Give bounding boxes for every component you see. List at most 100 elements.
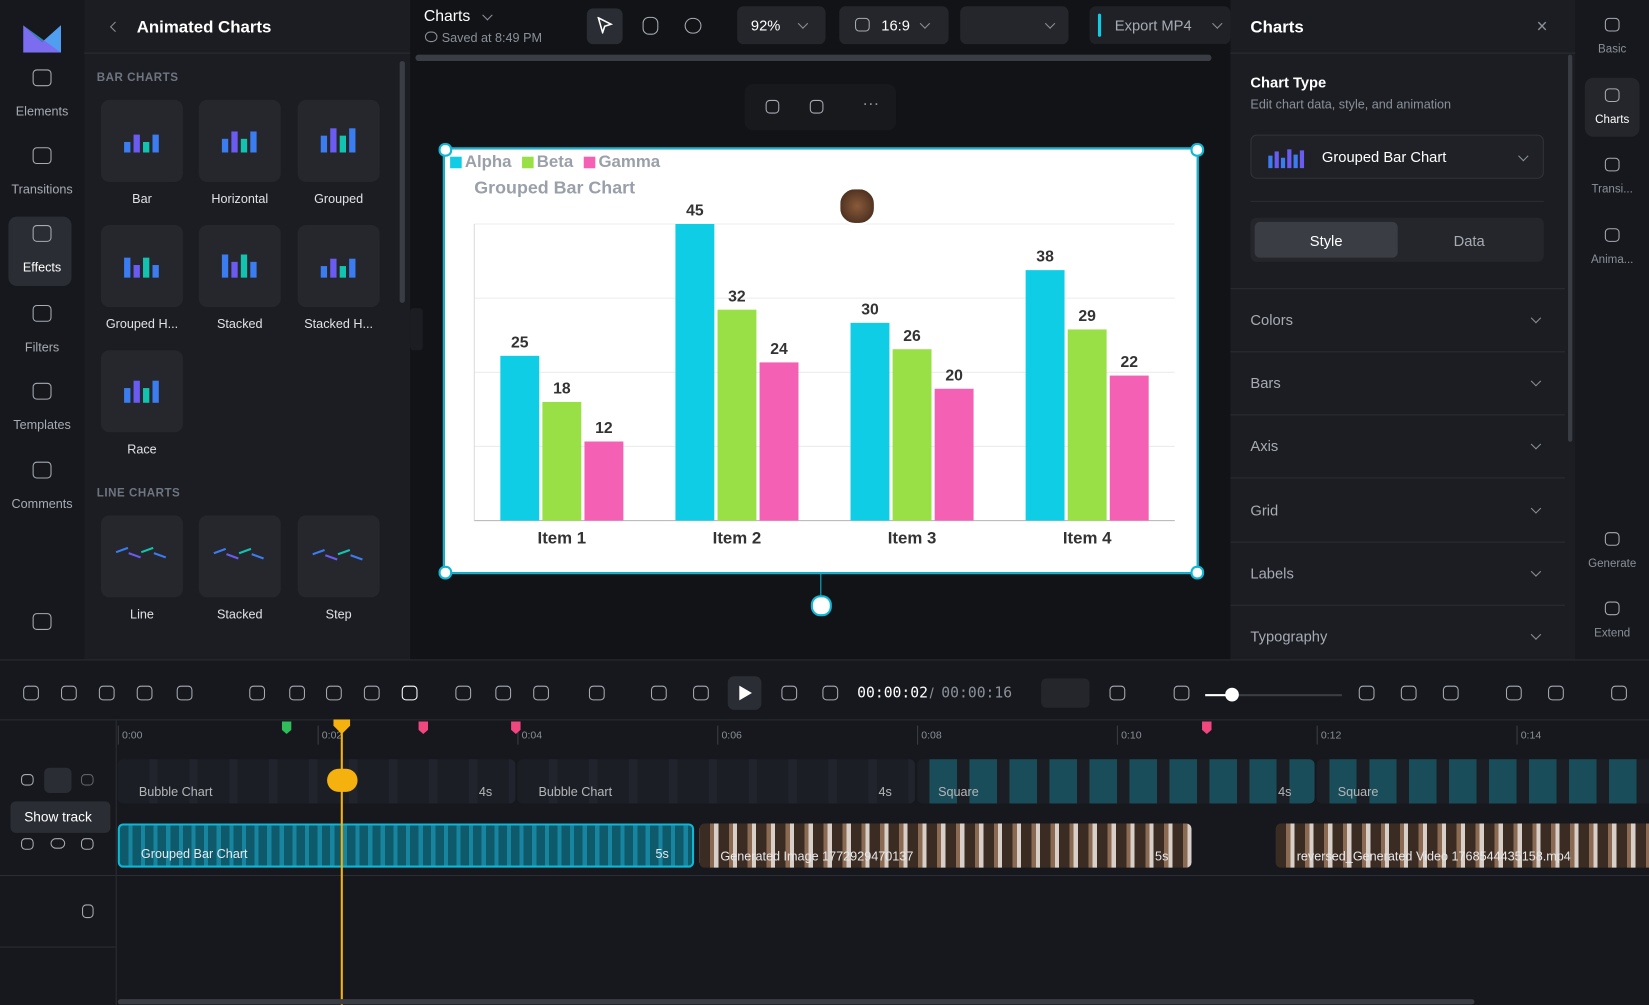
timeline-clip[interactable]: Generated Image 1772929470137 5s xyxy=(699,823,1192,868)
resize-handle[interactable] xyxy=(1190,143,1205,157)
chart-thumb[interactable] xyxy=(100,515,183,598)
timeline-clip[interactable]: Square 4s xyxy=(917,759,1315,804)
timeline-clip[interactable]: Grouped Bar Chart 5s xyxy=(117,823,695,868)
tab[interactable]: Style xyxy=(1309,232,1343,250)
playhead[interactable] xyxy=(340,725,343,1005)
snap-toggle[interactable] xyxy=(1041,678,1090,708)
sidebar-icon[interactable] xyxy=(32,69,52,87)
tool-icon[interactable] xyxy=(650,685,667,701)
resize-handle[interactable] xyxy=(1190,565,1205,580)
chart-thumb-label[interactable]: Horizontal xyxy=(211,191,269,207)
project-name[interactable]: Charts xyxy=(423,7,471,26)
sidebar-label[interactable]: Transitions xyxy=(11,181,73,197)
rail-icon[interactable] xyxy=(1604,532,1620,546)
sidebar-label[interactable]: Elements xyxy=(15,104,69,119)
tool-icon[interactable] xyxy=(60,685,77,701)
more-tool[interactable]: ··· xyxy=(862,94,880,113)
lock-icon[interactable] xyxy=(21,838,34,850)
sidebar-icon[interactable] xyxy=(32,147,52,165)
accordion-label[interactable]: Typography xyxy=(1250,627,1328,645)
sidebar-label[interactable]: Filters xyxy=(24,339,60,355)
mute-icon[interactable] xyxy=(80,838,94,850)
export-button[interactable] xyxy=(1089,6,1231,45)
sidebar-icon[interactable] xyxy=(32,382,52,400)
chart-thumb[interactable] xyxy=(297,225,380,308)
tool-icon[interactable] xyxy=(1109,685,1126,701)
tool-icon[interactable] xyxy=(249,685,266,701)
sidebar-icon[interactable] xyxy=(32,225,52,242)
project-menu[interactable] xyxy=(482,10,493,21)
sidebar-icon[interactable] xyxy=(32,613,52,630)
zoom-slider[interactable] xyxy=(1205,694,1342,697)
tool-icon[interactable] xyxy=(136,685,153,701)
chart-thumb-label[interactable]: Step xyxy=(325,606,352,622)
sidebar-label[interactable]: Comments xyxy=(11,496,73,512)
chart-thumb-label[interactable]: Grouped H... xyxy=(105,316,179,332)
sidebar-label[interactable]: Effects xyxy=(22,259,62,275)
mute-icon[interactable] xyxy=(80,774,94,786)
tool-icon[interactable] xyxy=(176,685,193,701)
rail-icon[interactable] xyxy=(1604,88,1620,103)
tool-icon[interactable] xyxy=(98,685,115,701)
timeline-clip[interactable]: reversed_Generated Video 1768544435158.m… xyxy=(1275,823,1649,868)
tool-icon[interactable] xyxy=(1173,685,1190,701)
ratio-select[interactable] xyxy=(839,6,949,45)
tool-icon[interactable] xyxy=(781,685,798,701)
tool-icon[interactable] xyxy=(822,685,839,701)
rail-label[interactable]: Charts xyxy=(1595,113,1630,127)
rail-icon[interactable] xyxy=(1604,157,1620,172)
rail-label[interactable]: Generate xyxy=(1588,557,1637,570)
tool-icon[interactable] xyxy=(1548,685,1564,701)
chart-thumb[interactable] xyxy=(100,99,183,182)
accordion-label[interactable]: Grid xyxy=(1250,501,1279,519)
timeline-clip[interactable]: Bubble Chart 4s xyxy=(517,759,915,804)
chart-thumb-label[interactable]: Bar xyxy=(132,191,152,207)
rail-icon[interactable] xyxy=(1604,17,1620,32)
tool-icon[interactable] xyxy=(495,685,512,701)
layout-tool[interactable] xyxy=(809,99,824,114)
chart-thumb-label[interactable]: Grouped xyxy=(314,191,364,207)
chart-thumb[interactable] xyxy=(297,99,380,182)
sidebar-label[interactable]: Templates xyxy=(13,417,71,433)
history-group[interactable] xyxy=(960,6,1069,45)
tool-icon[interactable] xyxy=(1400,685,1417,701)
tool-icon[interactable] xyxy=(23,685,39,701)
tool-icon[interactable] xyxy=(455,685,472,701)
hand-tool[interactable] xyxy=(642,16,659,35)
tool-icon[interactable] xyxy=(1505,685,1522,701)
tool-icon[interactable] xyxy=(533,685,549,701)
chart-thumb-label[interactable]: Race xyxy=(127,441,157,457)
chart-thumb[interactable] xyxy=(198,225,281,308)
accordion-label[interactable]: Bars xyxy=(1250,374,1281,392)
accordion-label[interactable]: Colors xyxy=(1250,311,1293,329)
chart-thumb-label[interactable]: Stacked H... xyxy=(304,316,374,332)
delete-track[interactable] xyxy=(82,904,94,919)
tool-icon[interactable] xyxy=(693,685,709,701)
comment-tool[interactable] xyxy=(684,17,702,34)
tab[interactable]: Data xyxy=(1453,232,1485,250)
rail-label[interactable]: Extend xyxy=(1594,626,1631,640)
tool-icon[interactable] xyxy=(326,685,342,701)
chart-thumb[interactable] xyxy=(198,515,281,598)
rail-label[interactable]: Basic xyxy=(1598,43,1627,56)
accordion-label[interactable]: Labels xyxy=(1250,564,1294,582)
resize-handle[interactable] xyxy=(438,143,453,157)
rail-label[interactable]: Anima... xyxy=(1590,253,1634,267)
chart-thumb-label[interactable]: Stacked xyxy=(216,316,263,332)
rotate-handle[interactable] xyxy=(810,595,832,617)
lock-icon[interactable] xyxy=(21,774,34,786)
sidebar-icon[interactable] xyxy=(32,304,52,322)
tool-icon[interactable] xyxy=(289,685,305,701)
tool-icon[interactable] xyxy=(1442,685,1459,701)
timeline-clip[interactable]: Bubble Chart 4s xyxy=(117,759,516,804)
rail-label[interactable]: Transi... xyxy=(1591,182,1633,196)
zoom-select[interactable] xyxy=(737,6,826,45)
tool-icon[interactable] xyxy=(1358,685,1375,701)
sidebar-icon[interactable] xyxy=(32,461,52,479)
panel-collapse[interactable] xyxy=(410,308,423,351)
chart-thumb-label[interactable]: Stacked xyxy=(216,606,263,622)
chart-thumb[interactable] xyxy=(297,515,380,598)
hide-button[interactable] xyxy=(44,767,72,793)
accordion-label[interactable]: Axis xyxy=(1250,437,1279,455)
chart-thumb[interactable] xyxy=(100,225,183,308)
